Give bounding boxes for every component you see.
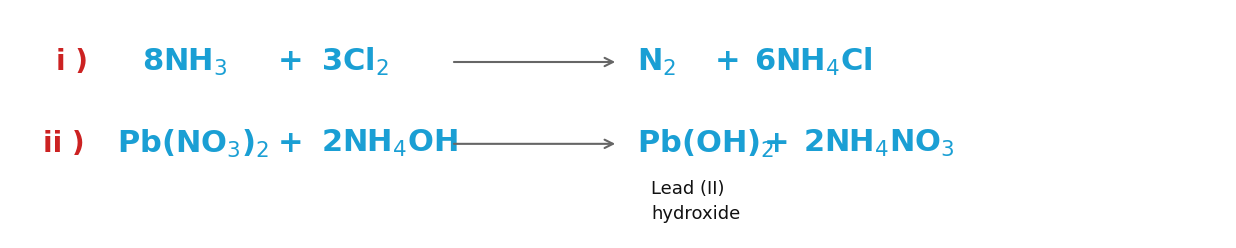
Text: +: +: [278, 129, 304, 158]
Text: Pb(NO$_3$)$_2$: Pb(NO$_3$)$_2$: [117, 128, 269, 160]
Text: +: +: [764, 129, 790, 158]
Text: +: +: [278, 48, 304, 76]
Text: 6NH$_4$Cl: 6NH$_4$Cl: [754, 46, 873, 78]
Text: 2NH$_4$OH: 2NH$_4$OH: [321, 128, 459, 159]
Text: N$_2$: N$_2$: [637, 46, 676, 78]
Text: Pb(OH)$_2$: Pb(OH)$_2$: [637, 128, 774, 160]
Text: ii ): ii ): [43, 130, 85, 158]
Text: 8NH$_3$: 8NH$_3$: [142, 46, 227, 78]
Text: i ): i ): [56, 48, 88, 76]
Text: Lead (II)
hydroxide: Lead (II) hydroxide: [651, 180, 740, 223]
Text: +: +: [714, 48, 740, 76]
Text: 3Cl$_2$: 3Cl$_2$: [321, 46, 389, 78]
Text: 2NH$_4$NO$_3$: 2NH$_4$NO$_3$: [803, 128, 955, 159]
